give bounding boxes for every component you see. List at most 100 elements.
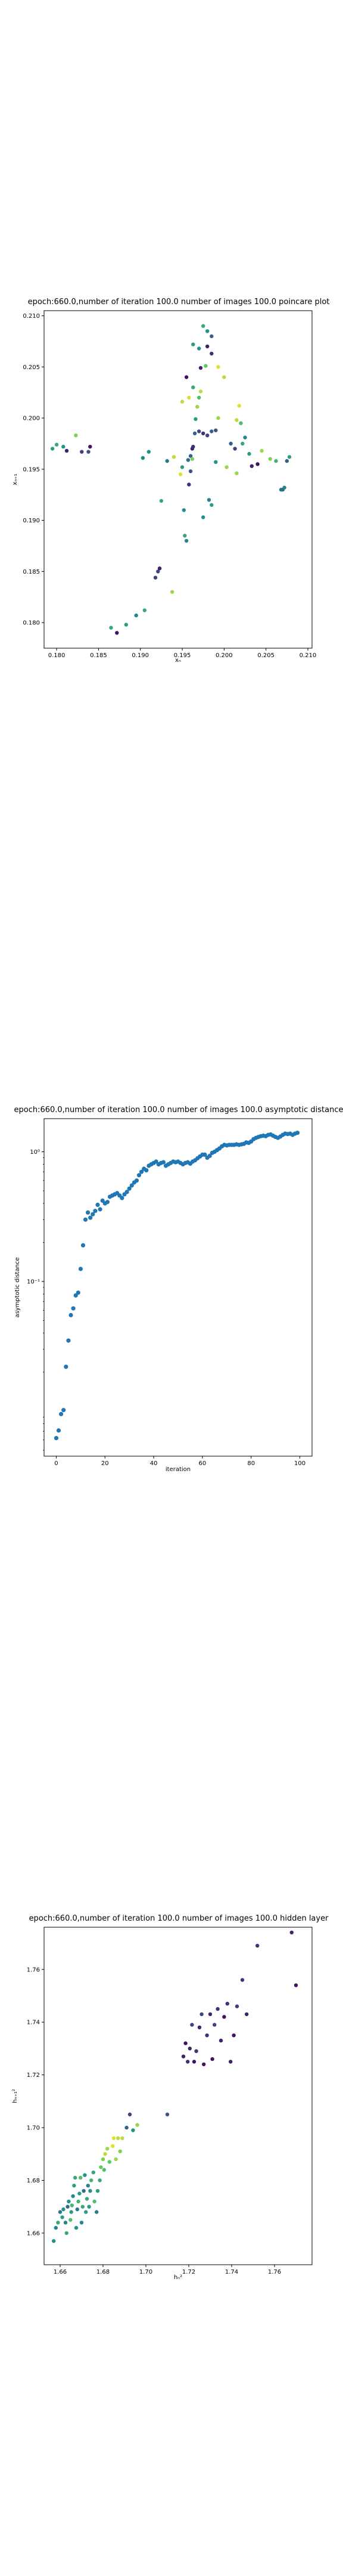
hidden-layer-plot-frame xyxy=(43,1927,313,2265)
poincare-point xyxy=(237,404,241,408)
poincare-point xyxy=(268,457,272,461)
asymptotic-point xyxy=(66,1338,71,1343)
asymptotic-chart: epoch:660.0,number of iteration 100.0 nu… xyxy=(14,1106,343,1473)
poincare-x-tick-label: 0.185 xyxy=(90,652,107,659)
hidden-layer-y-tick-label: 1.68 xyxy=(27,2178,40,2184)
hidden-layer-point xyxy=(61,2207,66,2212)
poincare-point xyxy=(198,366,203,370)
asymptotic-point xyxy=(100,1198,105,1203)
hidden-layer-point xyxy=(192,2060,197,2064)
hidden-layer-point xyxy=(64,2231,69,2236)
poincare-y-tick-label: 0.185 xyxy=(23,569,40,575)
hidden-layer-title: epoch:660.0,number of iteration 100.0 nu… xyxy=(29,1914,329,1923)
asymptotic-point xyxy=(120,1196,124,1200)
poincare-point xyxy=(229,441,233,446)
poincare-point xyxy=(50,447,55,451)
poincare-point xyxy=(195,405,199,409)
hidden-layer-point xyxy=(229,2060,233,2064)
hidden-layer-point xyxy=(60,2215,64,2219)
poincare-point xyxy=(182,508,186,512)
asymptotic-x-tick-label: 80 xyxy=(247,1460,255,1467)
hidden-layer-point xyxy=(73,2175,77,2180)
poincare-point xyxy=(260,448,264,453)
hidden-layer-point xyxy=(255,1943,260,1948)
hidden-layer-point xyxy=(105,2147,110,2151)
hidden-layer-point xyxy=(240,1978,245,1982)
hidden-layer-point xyxy=(67,2199,71,2204)
poincare-point xyxy=(188,469,193,473)
hidden-layer-point xyxy=(85,2197,89,2201)
hidden-layer-point xyxy=(101,2157,105,2162)
asymptotic-point xyxy=(73,1293,78,1298)
asymptotic-point xyxy=(78,1267,83,1271)
poincare-point xyxy=(157,566,162,571)
poincare-point xyxy=(205,434,210,438)
poincare-point xyxy=(184,538,189,543)
hidden-layer-point xyxy=(92,2199,96,2204)
hidden-layer-y-tick-label: 1.72 xyxy=(27,2072,40,2079)
hidden-layer-point xyxy=(95,2210,99,2214)
hidden-layer-y-tick-label: 1.66 xyxy=(27,2230,40,2237)
asymptotic-x-axis: 0 20 40 60 80 100 xyxy=(54,1456,305,1467)
asymptotic-point xyxy=(95,1202,100,1208)
poincare-point xyxy=(216,416,220,420)
hidden-layer-point xyxy=(88,2189,92,2193)
asymptotic-point xyxy=(64,1364,68,1369)
poincare-point xyxy=(109,626,113,630)
asymptotic-title: epoch:660.0,number of iteration 100.0 nu… xyxy=(14,1106,343,1114)
asymptotic-x-tick-label: 0 xyxy=(54,1460,58,1467)
hidden-layer-point xyxy=(82,2189,86,2193)
hidden-layer-point xyxy=(56,2221,60,2225)
hidden-layer-x-label: hₙ² xyxy=(174,2274,182,2281)
poincare-point xyxy=(207,498,211,502)
asymptotic-x-tick-label: 20 xyxy=(101,1460,109,1467)
poincare-point xyxy=(285,459,289,463)
asymptotic-point xyxy=(127,1186,132,1191)
poincare-x-tick-label: 0.200 xyxy=(216,652,233,659)
asymptotic-point xyxy=(105,1200,110,1205)
asymptotic-point xyxy=(59,1411,64,1416)
hidden-layer-point xyxy=(116,2136,120,2140)
hidden-layer-point xyxy=(190,2023,194,2027)
hidden-layer-y-tick-label: 1.76 xyxy=(27,1967,40,1973)
poincare-point xyxy=(282,485,286,490)
poincare-point xyxy=(170,590,174,594)
hidden-layer-point xyxy=(208,2012,213,2017)
hidden-layer-point xyxy=(124,2125,129,2130)
hidden-layer-point xyxy=(98,2178,102,2182)
asymptotic-point xyxy=(207,1153,212,1158)
hidden-layer-point xyxy=(245,2012,249,2017)
poincare-point xyxy=(187,482,191,487)
hidden-layer-point xyxy=(111,2136,116,2140)
poincare-point xyxy=(247,451,251,456)
poincare-point xyxy=(61,444,66,449)
poincare-point xyxy=(210,351,214,356)
poincare-point xyxy=(80,450,84,454)
asymptotic-point xyxy=(68,1312,73,1318)
hidden-layer-point xyxy=(102,2168,106,2172)
poincare-point xyxy=(239,421,243,425)
poincare-point xyxy=(153,575,158,580)
hidden-layer-point xyxy=(76,2199,80,2204)
poincare-point xyxy=(159,499,164,503)
asymptotic-y-tick-label: 10⁻¹ xyxy=(27,1279,40,1286)
poincare-point xyxy=(214,428,218,432)
asymptotic-point xyxy=(80,1243,86,1247)
asymptotic-point xyxy=(139,1169,144,1174)
poincare-point xyxy=(274,459,278,463)
hidden-layer-y-tick-label: 1.74 xyxy=(27,2020,40,2026)
poincare-point xyxy=(255,462,260,466)
poincare-point xyxy=(210,503,214,507)
asymptotic-point xyxy=(91,1212,95,1216)
poincare-point xyxy=(74,434,78,438)
poincare-y-axis: 0.180 0.185 0.190 0.195 0.200 0.205 0.210 xyxy=(23,313,44,627)
poincare-y-tick-label: 0.205 xyxy=(23,364,40,371)
hidden-layer-point xyxy=(294,1983,298,1987)
asymptotic-point xyxy=(136,1173,142,1178)
poincare-point xyxy=(235,471,239,475)
hidden-layer-point xyxy=(91,2171,95,2175)
poincare-point xyxy=(197,346,201,351)
poincare-point xyxy=(186,458,191,462)
hidden-layer-point xyxy=(127,2112,132,2117)
poincare-point xyxy=(205,329,210,333)
